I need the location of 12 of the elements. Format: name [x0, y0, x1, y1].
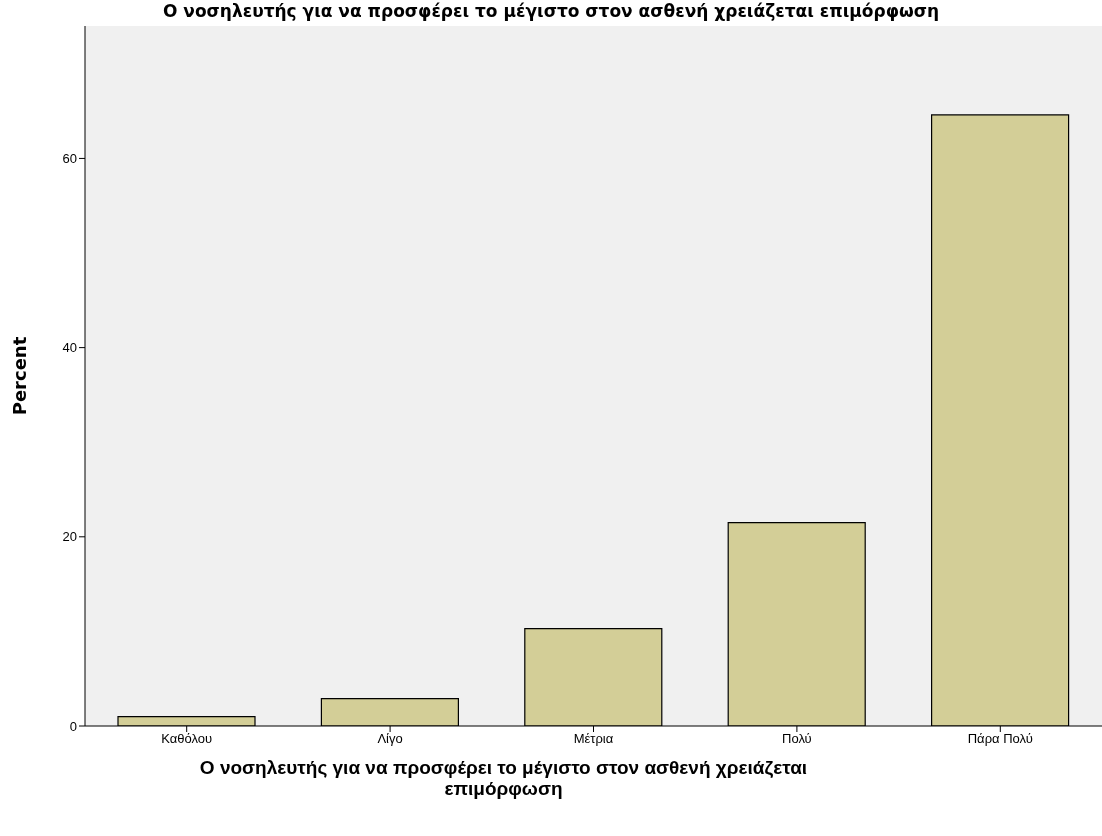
- x-tick-label: Μέτρια: [573, 731, 614, 747]
- x-tick-label: Πολύ: [782, 731, 812, 747]
- chart-title: Ο νοσηλευτής για να προσφέρει το μέγιστο στον ασθενή χρειάζεται επιμόρφωση: [161, 0, 941, 22]
- x-tick-label: Πάρα Πολύ: [967, 731, 1033, 747]
- y-tick-label: 60: [62, 151, 77, 167]
- y-tick-label: 40: [62, 340, 77, 356]
- y-axis-title: Percent: [9, 336, 31, 416]
- y-tick-label: 0: [69, 718, 77, 734]
- x-tick-label: Λίγο: [377, 731, 403, 747]
- x-tick-label: Καθόλου: [161, 731, 213, 747]
- x-axis-title: Ο νοσηλευτής για να προσφέρει το μέγιστο στον ασθενή χρειάζεται επιμόρφωση: [199, 757, 808, 799]
- y-tick-label: 20: [62, 529, 77, 545]
